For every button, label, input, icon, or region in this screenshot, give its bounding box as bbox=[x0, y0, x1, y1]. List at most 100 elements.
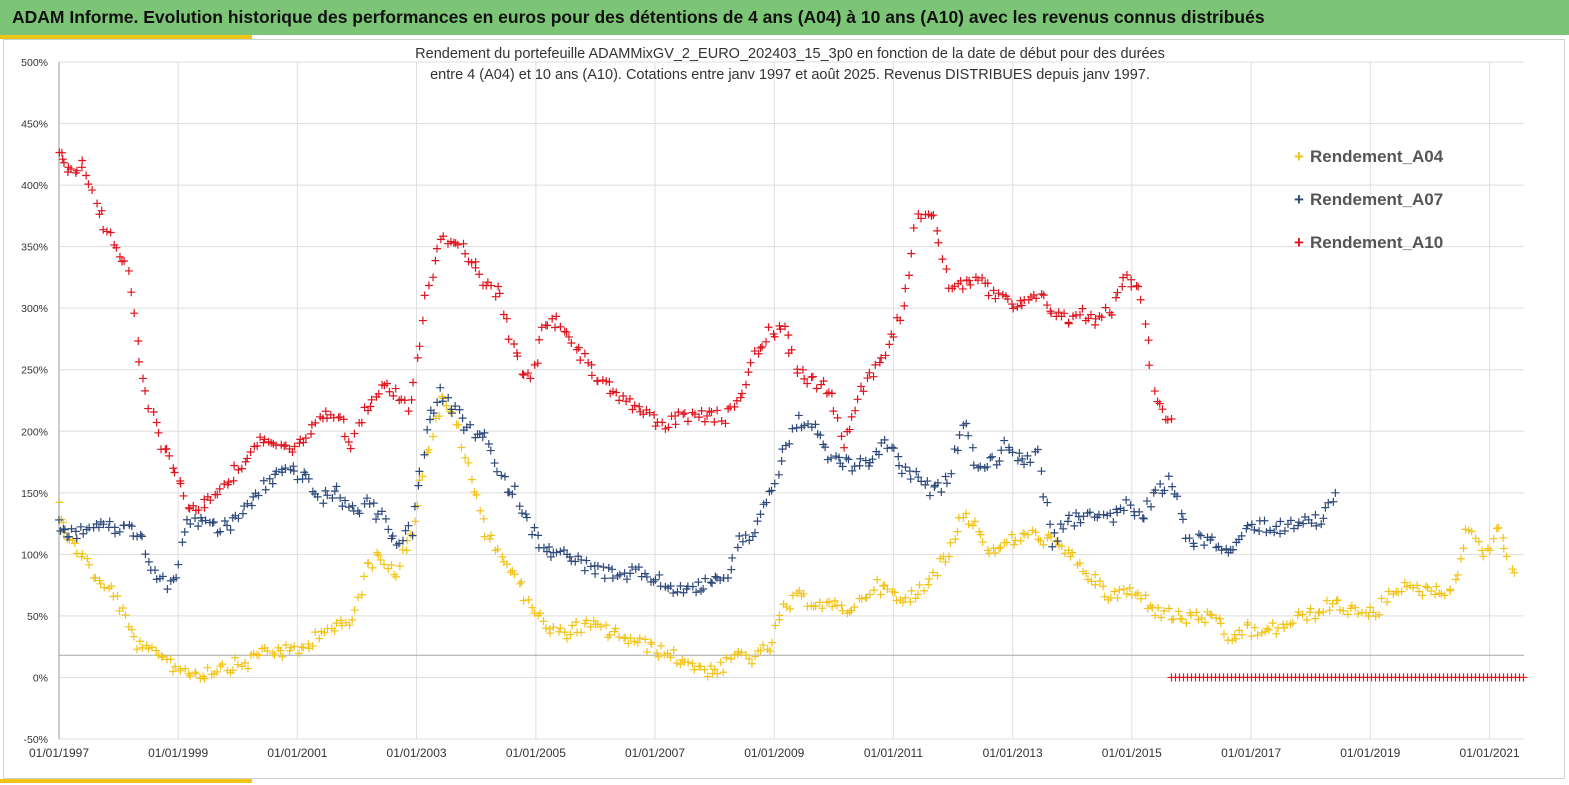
data-point bbox=[724, 404, 733, 413]
data-point bbox=[890, 588, 899, 597]
data-point bbox=[748, 532, 757, 541]
data-point bbox=[1253, 631, 1262, 640]
data-point bbox=[1486, 546, 1495, 555]
data-point bbox=[467, 258, 476, 267]
data-point bbox=[1141, 591, 1150, 600]
data-point bbox=[453, 240, 462, 249]
data-point bbox=[959, 513, 968, 522]
data-point bbox=[711, 572, 720, 581]
data-point bbox=[850, 603, 859, 612]
data-point bbox=[268, 479, 277, 488]
data-point bbox=[560, 546, 569, 555]
data-point bbox=[392, 572, 401, 581]
data-point bbox=[1247, 632, 1256, 641]
data-point bbox=[1343, 610, 1352, 619]
data-point bbox=[1026, 458, 1035, 467]
data-point bbox=[144, 644, 153, 653]
data-point bbox=[290, 442, 299, 451]
data-point bbox=[171, 662, 180, 671]
data-point bbox=[485, 534, 494, 543]
data-point bbox=[95, 210, 104, 219]
data-point bbox=[674, 408, 683, 417]
data-point bbox=[1046, 307, 1055, 316]
data-point bbox=[111, 529, 120, 538]
data-point bbox=[1322, 596, 1331, 605]
data-point bbox=[727, 654, 736, 663]
data-point bbox=[611, 624, 620, 633]
data-point bbox=[889, 444, 898, 453]
data-point bbox=[497, 471, 506, 480]
data-point bbox=[518, 509, 527, 518]
data-point bbox=[1440, 591, 1449, 600]
data-point bbox=[120, 521, 129, 530]
data-point bbox=[200, 503, 209, 512]
data-point bbox=[147, 643, 156, 652]
x-tick-label: 01/01/2019 bbox=[1340, 746, 1400, 760]
data-point bbox=[1048, 542, 1057, 551]
data-point bbox=[701, 574, 710, 583]
data-point bbox=[560, 628, 569, 637]
data-point bbox=[770, 332, 779, 341]
data-point bbox=[220, 516, 229, 525]
data-point bbox=[733, 543, 742, 552]
data-point bbox=[1196, 531, 1205, 540]
data-point bbox=[706, 662, 715, 671]
data-point bbox=[1163, 415, 1172, 424]
data-point bbox=[364, 406, 373, 415]
data-point bbox=[99, 520, 108, 529]
data-point bbox=[568, 621, 577, 630]
data-point bbox=[1459, 544, 1468, 553]
data-point bbox=[857, 382, 866, 391]
data-point bbox=[1125, 583, 1134, 592]
data-point bbox=[580, 349, 589, 358]
data-point bbox=[1427, 586, 1436, 595]
data-point bbox=[436, 383, 445, 392]
data-point bbox=[295, 439, 304, 448]
data-point bbox=[1262, 528, 1271, 537]
data-point bbox=[1165, 604, 1174, 613]
data-point bbox=[97, 206, 106, 215]
data-point bbox=[593, 377, 602, 386]
data-point bbox=[794, 411, 803, 420]
data-point bbox=[586, 622, 595, 631]
data-point bbox=[149, 408, 158, 417]
y-tick-label: 350% bbox=[21, 242, 48, 254]
data-point bbox=[494, 282, 503, 291]
data-point bbox=[1289, 524, 1298, 533]
data-point bbox=[669, 645, 678, 654]
data-point bbox=[991, 549, 1000, 558]
data-point bbox=[653, 649, 662, 658]
data-point bbox=[622, 575, 631, 584]
data-point bbox=[518, 370, 527, 379]
data-point bbox=[530, 523, 539, 532]
data-point bbox=[673, 587, 682, 596]
data-point bbox=[340, 432, 349, 441]
data-point bbox=[799, 589, 808, 598]
data-point bbox=[323, 491, 332, 500]
data-point bbox=[549, 623, 558, 632]
y-tick-label: 250% bbox=[21, 365, 48, 377]
data-point bbox=[964, 520, 973, 529]
data-point bbox=[1294, 518, 1303, 527]
data-point bbox=[60, 525, 69, 534]
data-point bbox=[697, 586, 706, 595]
data-point bbox=[818, 604, 827, 613]
data-point bbox=[113, 591, 122, 600]
data-point bbox=[688, 582, 697, 591]
data-point bbox=[626, 634, 635, 643]
data-point bbox=[1317, 520, 1326, 529]
data-point bbox=[346, 444, 355, 453]
data-point bbox=[480, 428, 489, 437]
data-point bbox=[1075, 310, 1084, 319]
data-point bbox=[700, 665, 709, 674]
data-point bbox=[823, 598, 832, 607]
data-point bbox=[455, 405, 464, 414]
data-point bbox=[593, 562, 602, 571]
data-point bbox=[208, 518, 217, 527]
data-point bbox=[444, 393, 453, 402]
data-point bbox=[905, 271, 914, 280]
x-tick-label: 01/01/2009 bbox=[744, 746, 804, 760]
data-point bbox=[602, 621, 611, 630]
data-point bbox=[64, 532, 73, 541]
data-point bbox=[281, 464, 290, 473]
